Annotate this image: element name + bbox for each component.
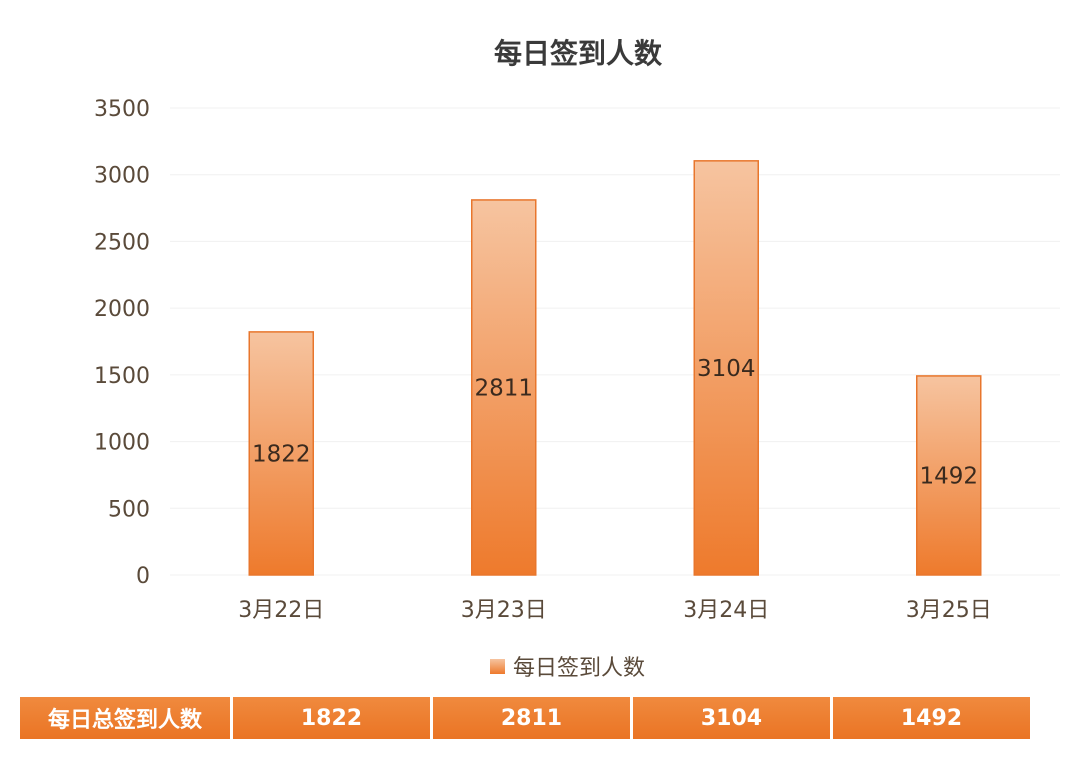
y-tick-label: 0 [136, 564, 150, 589]
y-tick-label: 2500 [94, 230, 150, 255]
summary-table: 每日总签到人数 1822 2811 3104 1492 [20, 697, 1030, 739]
bar [916, 375, 982, 576]
bar [693, 160, 759, 576]
summary-table-cell: 1492 [833, 697, 1030, 739]
y-tick-label: 500 [108, 497, 150, 522]
summary-table-cell: 1822 [233, 697, 430, 739]
x-tick-label: 3月22日 [238, 598, 324, 623]
y-axis: 0 500 1000 1500 2000 2500 3000 3500 [94, 97, 150, 589]
y-tick-label: 2000 [94, 297, 150, 322]
chart-title: 每日签到人数 [494, 37, 663, 70]
x-axis: 3月22日 3月23日 3月24日 3月25日 [238, 598, 992, 623]
x-tick-label: 3月24日 [683, 598, 769, 623]
y-tick-label: 3000 [94, 164, 150, 189]
bar-layer: 1822 2811 3104 1492 [248, 160, 982, 576]
grid-layer [170, 107, 1060, 576]
summary-table-cell: 3104 [633, 697, 830, 739]
data-label: 3104 [697, 356, 756, 382]
bar [248, 331, 314, 576]
data-label: 2811 [474, 375, 533, 401]
x-tick-label: 3月23日 [461, 598, 547, 623]
summary-table-cell: 2811 [433, 697, 630, 739]
summary-table-header: 每日总签到人数 [20, 697, 230, 739]
data-label: 1822 [252, 441, 311, 467]
bar-chart: 每日签到人数 0 500 1000 1500 2000 2500 3000 3500 1822… [94, 37, 1060, 681]
y-tick-label: 3500 [94, 97, 150, 122]
legend-label: 每日签到人数 [513, 656, 645, 681]
x-tick-label: 3月25日 [906, 598, 992, 623]
bar [471, 199, 537, 576]
y-tick-label: 1000 [94, 431, 150, 456]
data-label: 1492 [919, 463, 978, 489]
y-tick-label: 1500 [94, 364, 150, 389]
legend-swatch [490, 659, 505, 674]
legend: 每日签到人数 [490, 656, 645, 681]
